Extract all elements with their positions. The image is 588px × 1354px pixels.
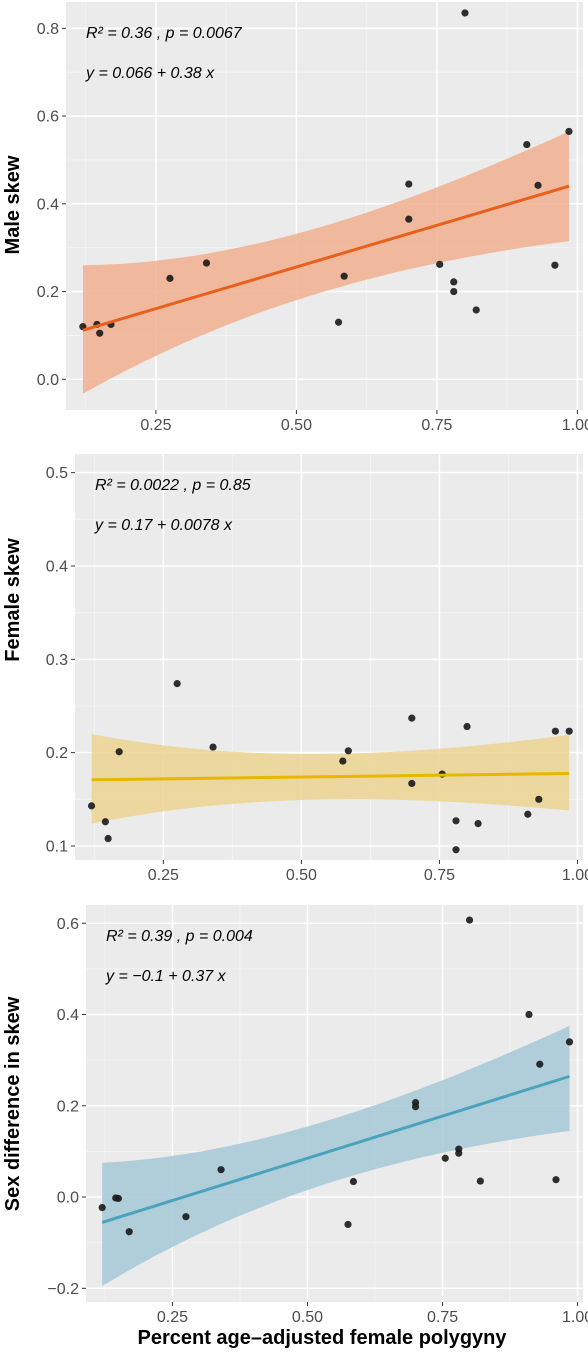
x-tick-label: 0.50	[292, 1309, 323, 1326]
data-point	[344, 747, 352, 755]
y-tick-label: 0.4	[57, 1007, 79, 1024]
r-squared-annotation: R² = 0.39 , p = 0.004	[106, 928, 253, 945]
y-axis-title: Male skew	[2, 155, 24, 254]
data-point	[525, 1010, 533, 1019]
data-point	[450, 287, 458, 296]
equation-annotation: y = 0.066 + 0.38 x	[85, 65, 215, 82]
x-tick-label: 1.00	[562, 417, 588, 434]
data-point	[455, 1149, 463, 1157]
equation-annotation: y = −0.1 + 0.37 x	[105, 968, 227, 985]
data-point	[461, 9, 469, 17]
data-point	[405, 215, 413, 223]
data-point	[98, 1203, 106, 1212]
y-tick-label: 0.2	[37, 284, 59, 301]
x-tick-label: 0.50	[281, 417, 312, 434]
y-axis-title: Sex difference in skew	[2, 996, 24, 1211]
data-point	[96, 329, 104, 337]
data-point	[534, 181, 542, 189]
y-tick-label: 0.0	[57, 1190, 79, 1207]
data-point	[217, 1166, 225, 1174]
data-point	[465, 916, 474, 924]
data-point	[552, 1176, 560, 1184]
y-tick-label: 0.3	[46, 652, 68, 669]
data-point	[408, 714, 416, 722]
x-tick-label: 0.25	[140, 417, 171, 434]
data-point	[452, 846, 460, 854]
data-point	[450, 278, 458, 286]
y-tick-label: 0.8	[37, 21, 59, 38]
data-point	[405, 180, 413, 188]
y-tick-label: 0.0	[37, 372, 59, 389]
female-skew-panel: 0.25 0.50 0.75 1.00 0.1 0.2 0.3 0.4 0.5 R² = 0.00…	[2, 454, 588, 884]
r-squared-annotation: R² = 0.36 , p = 0.0067	[86, 25, 243, 42]
x-tick-label: 0.75	[424, 867, 455, 884]
y-tick-label: −0.2	[47, 1281, 79, 1298]
data-point	[349, 1177, 358, 1186]
data-point	[524, 810, 532, 818]
data-point	[202, 259, 211, 267]
x-tick-label: 0.75	[421, 417, 452, 434]
x-tick-label: 1.00	[562, 1309, 588, 1326]
data-point	[565, 127, 573, 136]
y-tick-label: 0.2	[46, 745, 68, 762]
data-point	[173, 680, 181, 688]
y-tick-label: 0.6	[37, 109, 59, 126]
data-point	[125, 1228, 133, 1236]
y-tick-label: 0.2	[57, 1098, 79, 1115]
data-point	[523, 140, 531, 149]
data-point	[463, 722, 471, 731]
r-squared-annotation: R² = 0.0022 , p = 0.85	[95, 477, 251, 494]
regression-line	[82, 184, 570, 332]
data-point	[411, 1103, 420, 1111]
data-point	[209, 743, 217, 751]
data-point	[476, 1177, 484, 1185]
x-tick-label: 0.75	[427, 1309, 458, 1326]
confidence-band	[102, 1025, 570, 1286]
data-point	[565, 727, 573, 735]
data-point	[104, 834, 112, 843]
data-point	[474, 820, 482, 828]
male-skew-panel: 0.25 0.50 0.75 1.00 0.0 0.2 0.4 0.6 0.8 R² = 0.36…	[2, 2, 588, 434]
x-axis-title: Percent age–adjusted female polygyny	[137, 1327, 507, 1349]
x-tick-label: 1.00	[562, 867, 588, 884]
data-point	[339, 757, 347, 765]
data-point	[87, 802, 96, 810]
data-point	[436, 260, 444, 268]
data-point	[344, 1220, 352, 1229]
y-tick-label: 0.5	[46, 465, 68, 482]
x-tick-label: 0.25	[157, 1309, 188, 1326]
data-point	[101, 818, 109, 826]
data-point	[551, 261, 559, 269]
confidence-band	[91, 734, 570, 824]
data-point	[565, 1038, 574, 1046]
data-point	[472, 306, 480, 314]
data-point	[166, 274, 174, 282]
y-axis-title: Female skew	[2, 538, 24, 662]
data-point	[535, 795, 543, 803]
y-tick-label: 0.4	[37, 196, 59, 213]
data-point	[441, 1154, 449, 1162]
y-tick-label: 0.1	[46, 839, 68, 856]
data-point	[340, 272, 348, 280]
sex-difference-panel: 0.25 0.50 0.75 1.00 −0.2 0.0 0.2 0.4 0.6 R² = 0.3…	[2, 905, 588, 1326]
y-tick-label: 0.4	[46, 559, 68, 576]
data-point	[334, 318, 343, 326]
equation-annotation: y = 0.17 + 0.0078 x	[94, 517, 233, 534]
data-point	[115, 748, 123, 756]
data-point	[408, 779, 416, 788]
data-point	[551, 727, 559, 735]
data-point	[536, 1060, 544, 1068]
regression-line	[101, 1074, 570, 1224]
data-point	[452, 817, 460, 825]
x-tick-label: 0.50	[286, 867, 317, 884]
data-point	[182, 1213, 190, 1221]
regression-line	[91, 771, 570, 782]
y-tick-label: 0.6	[57, 916, 79, 933]
data-point	[114, 1194, 123, 1203]
confidence-band	[82, 131, 570, 394]
x-tick-label: 0.25	[148, 867, 179, 884]
